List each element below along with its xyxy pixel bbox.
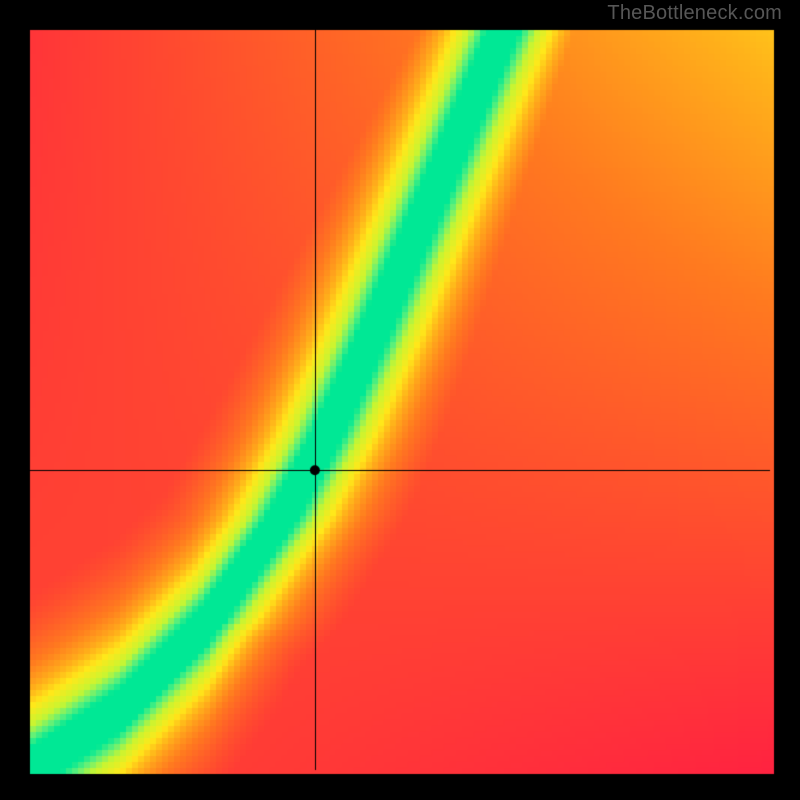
watermark-text: TheBottleneck.com bbox=[607, 2, 782, 25]
bottleneck-heatmap bbox=[0, 0, 800, 800]
